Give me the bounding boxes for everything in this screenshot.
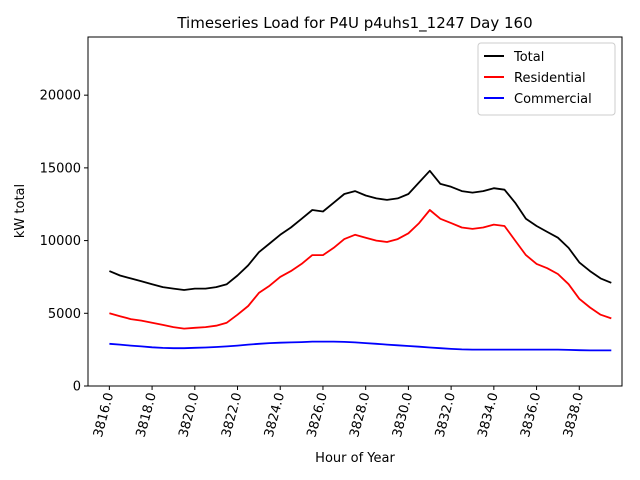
- y-tick-label: 15000: [40, 161, 81, 176]
- y-tick-label: 5000: [48, 307, 81, 322]
- legend-label-commercial: Commercial: [514, 92, 592, 107]
- y-axis-label: kW total: [13, 184, 28, 238]
- plot-frame: [87, 36, 623, 387]
- x-tick-label: 3818.0: [134, 391, 160, 439]
- legend-label-residential: Residential: [514, 71, 586, 86]
- x-tick-label: 3826.0: [305, 391, 331, 439]
- x-tick-label: 3834.0: [475, 391, 501, 439]
- series-layer: [109, 169, 612, 352]
- chart-title: Timeseries Load for P4U p4uhs1_1247 Day …: [176, 14, 532, 33]
- x-tick-label: 3822.0: [219, 391, 245, 439]
- x-tick-label: 3820.0: [176, 391, 202, 439]
- series-line-commercial: [109, 340, 612, 352]
- y-axis: 0 5000 10000 15000 20000: [40, 89, 88, 395]
- series-line-total: [109, 169, 612, 291]
- series-line-residential: [109, 209, 612, 330]
- x-tick-label: 3836.0: [518, 391, 544, 439]
- x-tick-label: 3830.0: [390, 391, 416, 439]
- x-tick-label: 3824.0: [262, 391, 288, 439]
- legend: Total Residential Commercial: [477, 42, 616, 116]
- x-tick-label: 3838.0: [561, 391, 587, 439]
- y-tick-label: 20000: [40, 89, 81, 104]
- x-axis-label: Hour of Year: [315, 451, 395, 466]
- legend-box: [477, 42, 616, 116]
- y-tick-label: 10000: [40, 234, 81, 249]
- x-tick-label: 3816.0: [91, 391, 117, 439]
- x-axis: 3816.0 3818.0 3820.0 3822.0 3824.0 3826.0 3828…: [91, 386, 587, 439]
- legend-label-total: Total: [513, 50, 544, 65]
- x-tick-label: 3832.0: [433, 391, 459, 439]
- x-tick-label: 3828.0: [347, 391, 373, 439]
- y-tick-label: 0: [73, 380, 81, 395]
